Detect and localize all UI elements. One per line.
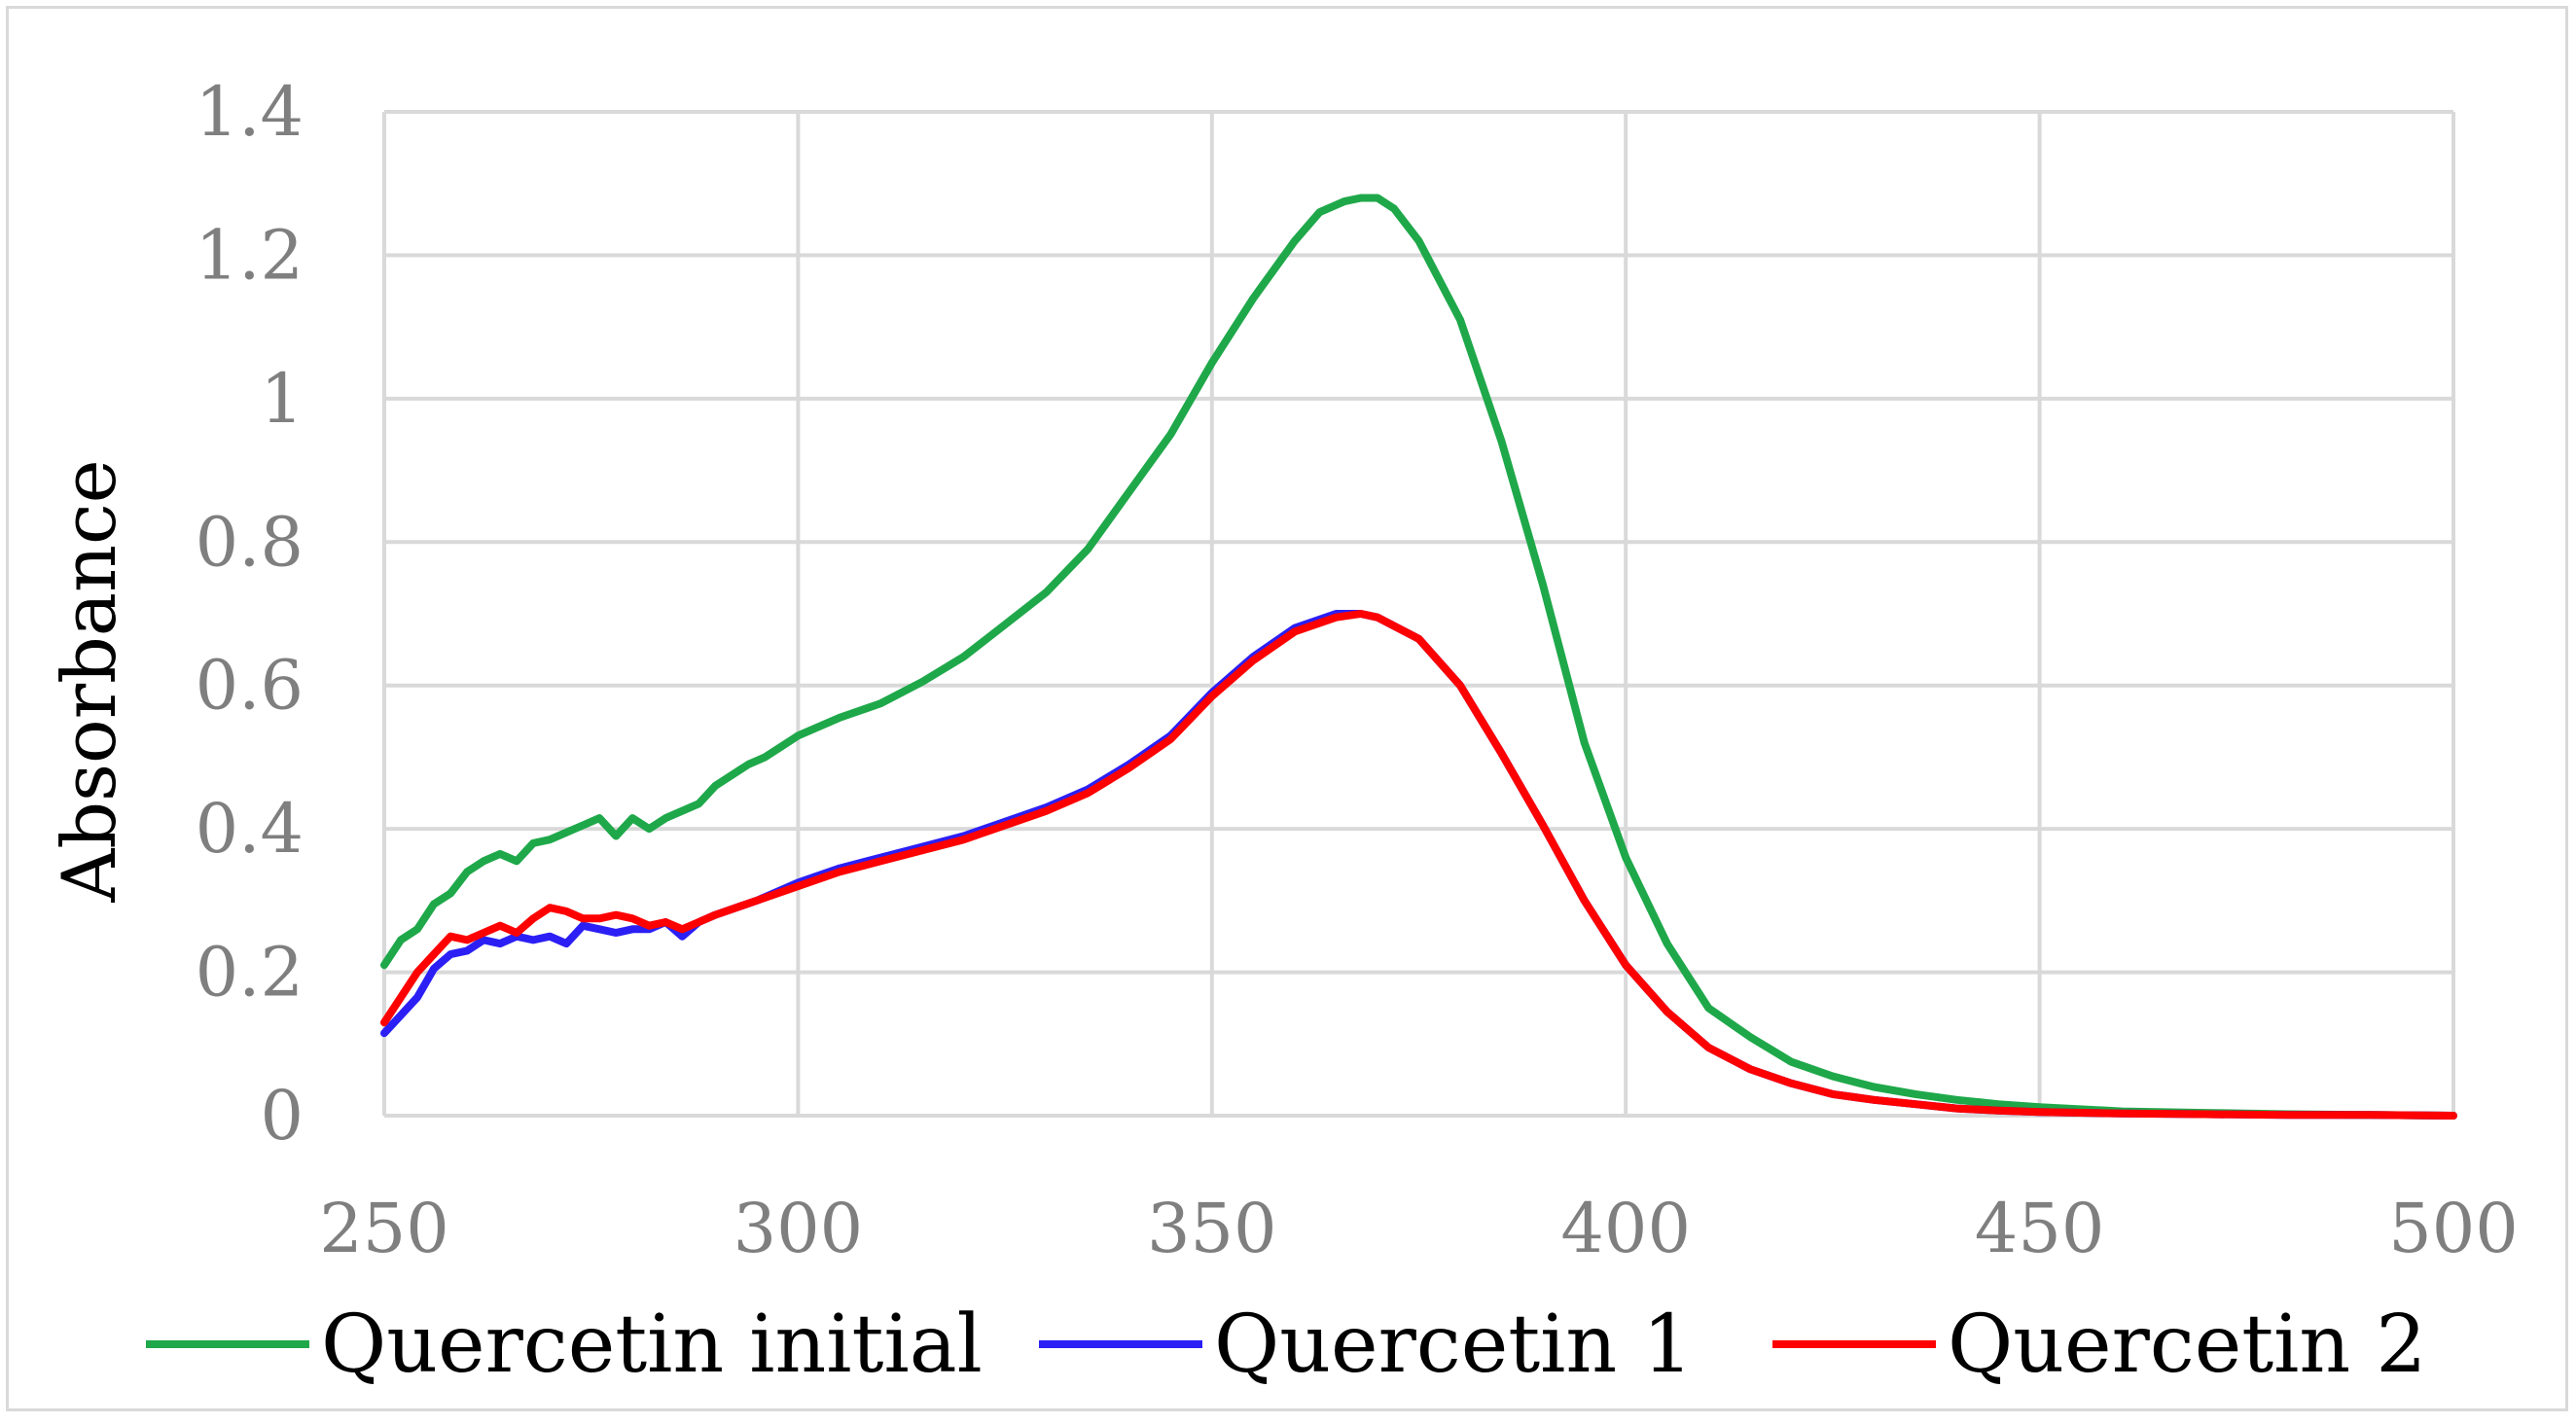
x-tick-label: 500 — [2388, 1189, 2519, 1268]
y-tick-label: 0.4 — [196, 789, 304, 869]
x-tick-label: 350 — [1147, 1189, 1277, 1268]
y-tick-label: 0.8 — [196, 502, 304, 582]
x-tick-label: 300 — [733, 1189, 864, 1268]
y-axis-label: Absorbance — [46, 459, 132, 903]
gridlines — [382, 110, 2455, 1116]
y-tick-label: 0.2 — [196, 933, 304, 1013]
legend-label-2: Quercetin 1 — [1214, 1299, 1693, 1391]
x-tick-label: 250 — [319, 1189, 449, 1268]
x-tick-label: 400 — [1560, 1189, 1691, 1268]
series-line-3 — [380, 610, 2457, 1120]
legend-label-1: Quercetin initial — [321, 1299, 983, 1391]
series-lines — [380, 194, 2457, 1120]
y-tick-label: 1.2 — [196, 215, 304, 295]
y-tick-label: 1 — [260, 359, 304, 439]
tick-labels: 0 0.2 0.4 0.6 0.8 1 1.2 1.4 250 300 350 400 450 500 — [196, 72, 2519, 1268]
legend-label-3: Quercetin 2 — [1948, 1299, 2426, 1391]
y-tick-label: 0 — [260, 1076, 304, 1156]
series-line-1 — [380, 194, 2457, 1120]
legend: Quercetin initial Quercetin 1 Quercetin 2 — [146, 1299, 2426, 1391]
y-tick-label: 1.4 — [196, 72, 304, 152]
y-tick-label: 0.6 — [196, 646, 304, 726]
x-tick-label: 450 — [1975, 1189, 2105, 1268]
chart-frame — [6, 6, 2568, 1411]
